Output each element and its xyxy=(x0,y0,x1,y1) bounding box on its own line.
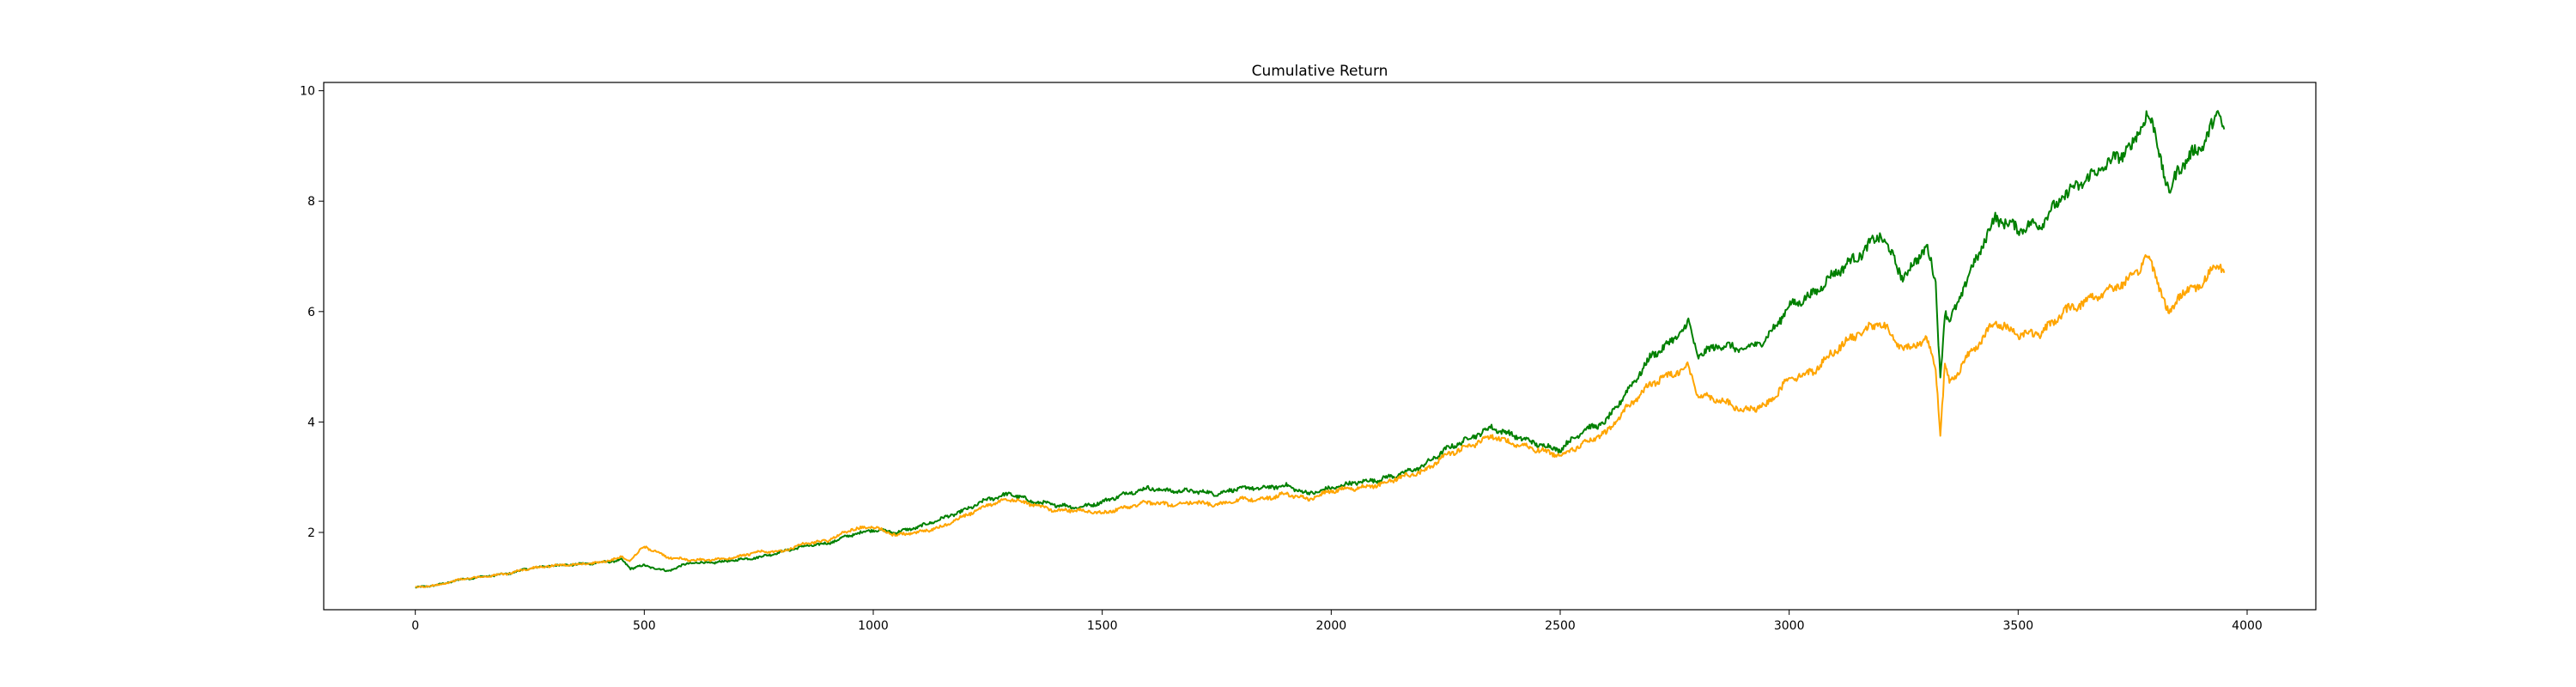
x-axis: 0 500 1000 1500 2000 2500 3000 3500 4000 xyxy=(411,610,2263,633)
series-line-1 xyxy=(415,110,2226,589)
x-tick-label: 500 xyxy=(633,619,656,633)
chart-title: Cumulative Return xyxy=(1252,63,1388,80)
x-tick-label: 1500 xyxy=(1087,619,1118,633)
x-tick-label: 3000 xyxy=(1774,619,1805,633)
y-tick-label: 2 xyxy=(307,526,315,540)
y-axis: 2 4 6 8 10 xyxy=(300,85,324,540)
series-layer xyxy=(415,110,2226,589)
x-tick-label: 2500 xyxy=(1545,619,1576,633)
x-tick-label: 3500 xyxy=(2003,619,2034,633)
y-tick-label: 8 xyxy=(307,195,315,209)
y-tick-label: 4 xyxy=(307,416,315,429)
series-line-2 xyxy=(415,254,2226,588)
plot-area-frame xyxy=(323,82,2317,611)
x-tick-label: 1000 xyxy=(858,619,889,633)
x-tick-label: 2000 xyxy=(1316,619,1347,633)
x-tick-label: 0 xyxy=(411,619,419,633)
x-tick-label: 4000 xyxy=(2232,619,2263,633)
y-tick-label: 10 xyxy=(300,85,315,99)
y-tick-label: 6 xyxy=(307,306,315,319)
